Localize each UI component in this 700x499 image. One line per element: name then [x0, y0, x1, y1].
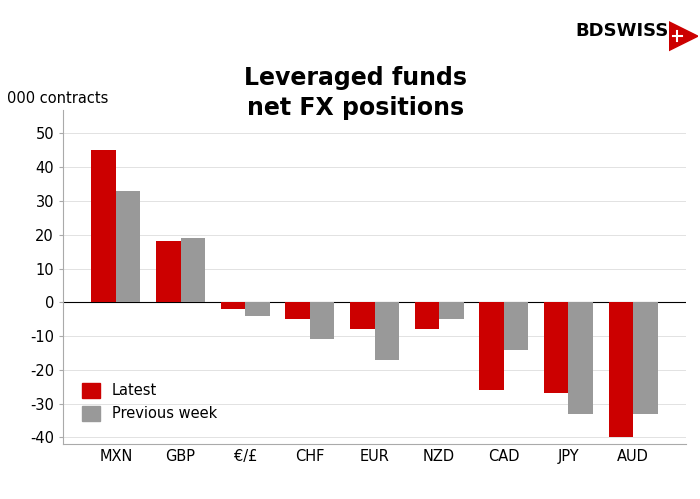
Bar [116, 191, 141, 302]
Bar [568, 302, 593, 414]
Bar [544, 302, 568, 393]
Bar [504, 302, 528, 350]
Bar [91, 150, 116, 302]
Bar [220, 302, 245, 309]
Text: 000 contracts: 000 contracts [7, 91, 108, 106]
Bar [480, 302, 504, 390]
Bar [181, 238, 205, 302]
Bar [350, 302, 374, 329]
Text: Leveraged funds
net FX positions: Leveraged funds net FX positions [244, 66, 468, 120]
Bar [286, 302, 310, 319]
Bar [374, 302, 399, 360]
Polygon shape [668, 21, 698, 51]
Bar [310, 302, 335, 339]
Bar [608, 302, 633, 437]
Bar [414, 302, 439, 329]
Bar [156, 242, 181, 302]
Bar [245, 302, 270, 316]
Bar [439, 302, 463, 319]
Text: BDSWISS: BDSWISS [575, 22, 668, 40]
Legend: Latest, Previous week: Latest, Previous week [76, 377, 223, 427]
Bar [633, 302, 658, 414]
